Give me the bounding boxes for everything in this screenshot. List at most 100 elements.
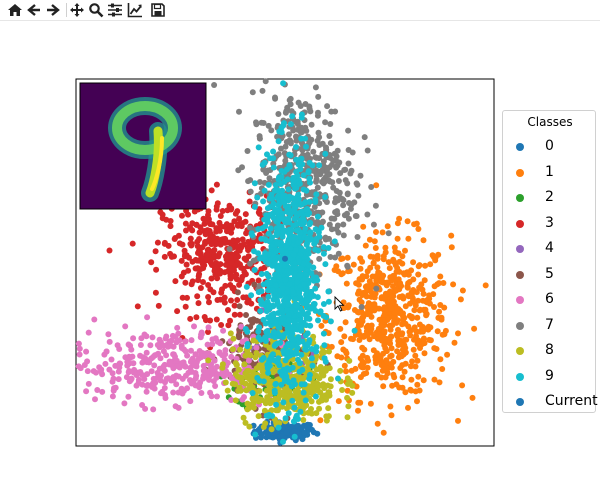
- point-1: [388, 412, 395, 419]
- point-1: [405, 404, 411, 411]
- point-3: [183, 261, 190, 268]
- point-7: [361, 134, 368, 141]
- point-3: [228, 297, 234, 304]
- point-1: [374, 264, 381, 271]
- point-7: [306, 105, 313, 112]
- forward-icon[interactable]: [45, 2, 61, 18]
- point-8: [224, 387, 231, 394]
- point-3: [187, 315, 194, 322]
- point-6: [167, 360, 174, 367]
- point-9: [243, 283, 250, 290]
- point-9: [293, 303, 300, 310]
- point-3: [188, 281, 195, 288]
- point-8: [344, 414, 351, 421]
- point-1: [412, 352, 419, 359]
- point-7: [315, 93, 322, 100]
- pan-icon[interactable]: [69, 2, 85, 18]
- point-9: [264, 279, 271, 286]
- point-9: [286, 366, 293, 373]
- point-7: [358, 304, 365, 310]
- point-6: [167, 342, 174, 349]
- point-9: [265, 230, 272, 237]
- point-1: [382, 292, 389, 298]
- point-9: [266, 356, 273, 363]
- save-icon[interactable]: [150, 2, 166, 18]
- point-9: [305, 168, 312, 175]
- point-3: [197, 285, 204, 291]
- point-9: [325, 245, 332, 251]
- point-3: [198, 253, 205, 260]
- point-9: [265, 369, 272, 376]
- point-6: [188, 368, 195, 375]
- point-1: [392, 248, 399, 255]
- point-1: [427, 337, 434, 344]
- home-icon[interactable]: [7, 2, 23, 18]
- point-3: [208, 187, 215, 194]
- point-9: [272, 282, 279, 289]
- point-8: [256, 388, 263, 394]
- point-1: [406, 329, 413, 335]
- point-1: [345, 302, 352, 309]
- point-0: [283, 429, 290, 436]
- point-8: [326, 348, 332, 355]
- configure-subplots-icon[interactable]: [107, 2, 123, 18]
- point-3: [171, 253, 177, 260]
- point-6: [97, 368, 104, 375]
- point-6: [125, 393, 132, 400]
- point-9: [275, 202, 282, 209]
- point-9: [275, 138, 282, 145]
- point-9: [280, 348, 287, 354]
- point-8: [293, 388, 300, 395]
- point-6: [212, 383, 219, 389]
- point-7: [247, 260, 253, 267]
- point-1: [411, 307, 418, 314]
- point-1: [367, 400, 374, 407]
- point-9: [285, 239, 292, 246]
- point-3: [154, 239, 161, 246]
- point-1: [414, 398, 420, 405]
- legend-label: 4: [545, 240, 554, 256]
- edit-axis-icon[interactable]: [127, 2, 143, 18]
- point-9: [298, 351, 305, 358]
- point-1: [356, 288, 362, 295]
- point-8: [321, 349, 328, 356]
- point-1: [383, 357, 390, 364]
- point-1: [393, 319, 400, 326]
- point-7: [333, 164, 340, 171]
- point-3: [180, 269, 187, 276]
- point-9: [312, 393, 319, 400]
- point-0: [304, 424, 311, 431]
- point-6: [245, 357, 252, 364]
- point-9: [260, 198, 267, 205]
- point-1: [348, 367, 355, 374]
- point-3: [225, 322, 232, 329]
- point-6: [109, 378, 116, 385]
- zoom-icon[interactable]: [88, 2, 104, 18]
- point-1: [414, 357, 421, 364]
- point-1: [439, 331, 446, 338]
- point-9: [270, 214, 277, 221]
- point-9: [268, 322, 275, 329]
- point-9: [285, 203, 292, 210]
- series-1: [280, 182, 489, 436]
- point-1: [373, 277, 380, 284]
- point-7: [315, 109, 321, 116]
- point-6: [160, 363, 167, 370]
- point-1: [342, 348, 349, 355]
- point-9: [322, 261, 329, 268]
- point-9: [295, 161, 302, 168]
- point-9: [270, 200, 277, 207]
- point-8: [337, 367, 344, 374]
- point-9: [255, 226, 262, 232]
- back-icon[interactable]: [26, 2, 42, 18]
- point-9: [335, 375, 341, 382]
- point-6: [176, 364, 183, 371]
- point-6: [170, 389, 177, 396]
- point-3: [193, 221, 200, 228]
- point-6: [127, 342, 134, 349]
- point-9: [320, 301, 327, 307]
- point-9: [301, 281, 308, 288]
- legend-item-current: Current: [503, 392, 598, 412]
- point-9: [306, 175, 313, 182]
